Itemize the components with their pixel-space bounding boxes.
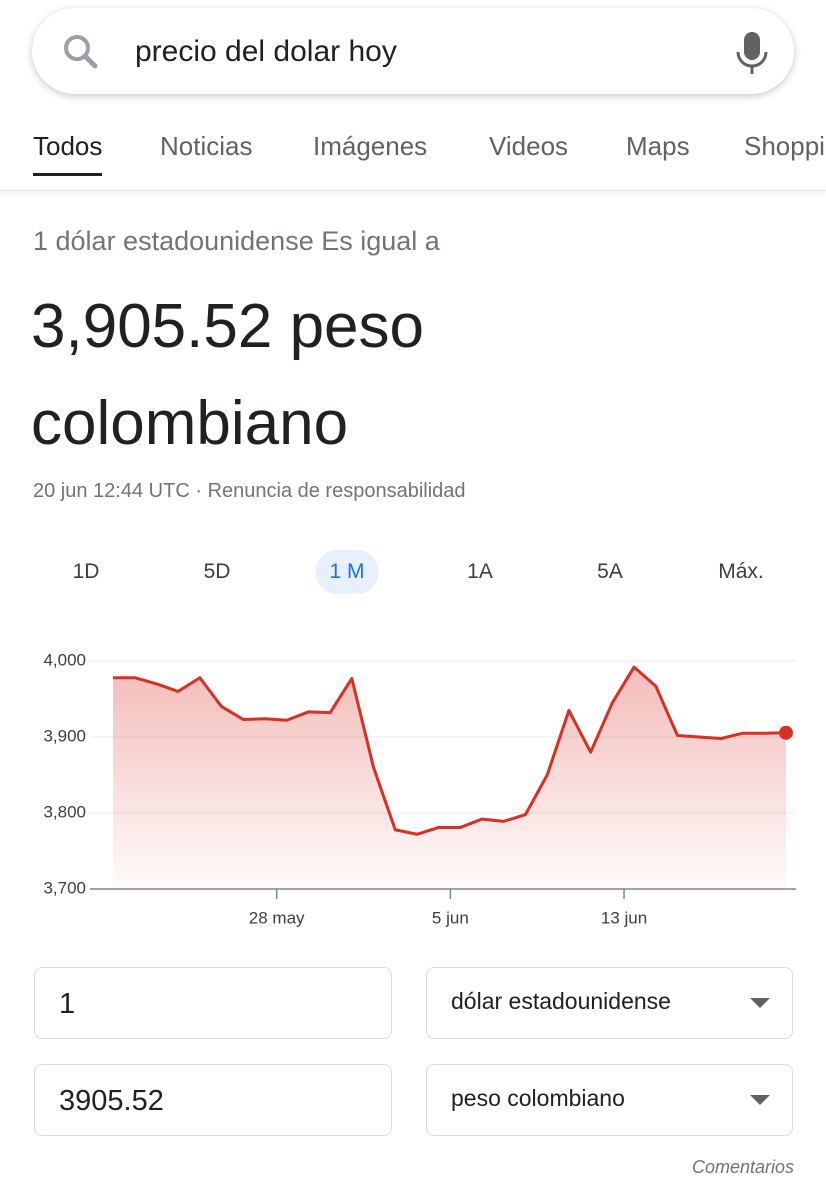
range-button[interactable]: 1 M [315,550,379,594]
separator: · [195,480,202,502]
amount-from: 1 [59,988,76,1020]
y-tick-label: 4,000 [43,650,86,669]
search-box[interactable]: precio del dolar hoy [32,8,794,94]
last-point [779,725,793,740]
currency-select[interactable]: dólar estadounidense [426,967,793,1039]
range-button[interactable]: Máx. [718,560,764,583]
x-tick-label: 13 jun [601,908,647,927]
timestamp: 20 jun 12:44 UTC [33,480,190,502]
range-button[interactable]: 1D [72,560,100,583]
tab[interactable]: Shopping [744,131,826,161]
currency-select[interactable]: peso colombiano [426,1064,793,1136]
dropdown-arrow [750,1095,770,1105]
x-tick-label: 5 jun [432,908,469,927]
dropdown-arrow [750,998,770,1008]
conversion-result: 3,905.52 peso colombiano [31,292,425,458]
chart: 3,700 3,800 3,900 4,000 28 may 5 jun 13 jun [43,650,796,927]
range-button[interactable]: 5D [203,560,231,583]
x-tick-label: 28 may [249,908,305,927]
tab[interactable]: Videos [489,131,569,161]
y-tick-label: 3,700 [43,878,86,897]
search-icons [64,32,768,74]
tab-bar: Todos Noticias Imágenes Videos Maps Shopping [0,128,826,191]
amount-input[interactable]: 3905.52 [34,1064,392,1136]
currency-from: dólar estadounidense [451,988,671,1014]
conversion-intro: 1 dólar estadounidense Es igual a [33,226,440,256]
currency-to: peso colombiano [451,1085,625,1111]
meta-line: 20 jun 12:44 UTC · Renuncia de responsab… [33,480,466,503]
y-tick-label: 3,800 [43,802,86,821]
search-query[interactable]: precio del dolar hoy [135,35,397,68]
tab[interactable]: Noticias [160,131,253,161]
tab[interactable]: Imágenes [313,131,428,161]
area [113,667,786,889]
amount-input[interactable]: 1 [34,967,392,1039]
range-button[interactable]: 1A [467,560,493,583]
range-button[interactable]: 5A [597,560,623,583]
tab[interactable]: Todos [33,131,103,176]
line [113,665,787,836]
y-tick-label: 3,900 [43,726,86,745]
feedback-link[interactable]: Comentarios [691,1157,794,1177]
disclaimer-link[interactable]: Renuncia de responsabilidad [207,480,466,502]
amount-to: 3905.52 [59,1085,164,1117]
tab[interactable]: Maps [626,131,690,161]
